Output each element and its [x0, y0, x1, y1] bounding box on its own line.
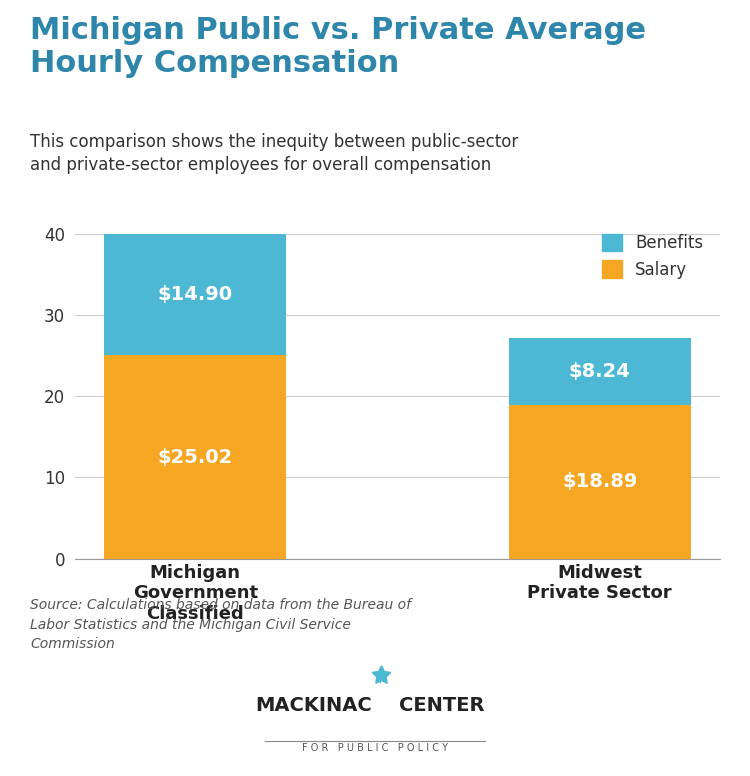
Text: $18.89: $18.89 [562, 473, 638, 491]
Text: MACKINAC: MACKINAC [255, 695, 371, 715]
Text: F O R   P U B L I C   P O L I C Y: F O R P U B L I C P O L I C Y [302, 743, 448, 753]
Bar [509, 338, 691, 405]
Text: $25.02: $25.02 [158, 448, 233, 466]
Bar [104, 355, 286, 559]
Text: $8.24: $8.24 [568, 362, 631, 381]
Legend: Benefits, Salary: Benefits, Salary [593, 226, 712, 287]
Text: Michigan Public vs. Private Average
Hourly Compensation: Michigan Public vs. Private Average Hour… [30, 16, 646, 78]
Bar [104, 234, 286, 355]
Text: CENTER: CENTER [399, 695, 484, 715]
Text: Source: Calculations based on data from the Bureau of
Labor Statistics and the M: Source: Calculations based on data from … [30, 598, 411, 651]
Text: This comparison shows the inequity between public-sector
and private-sector empl: This comparison shows the inequity betwe… [30, 133, 518, 174]
Bar [509, 405, 691, 559]
Text: $14.90: $14.90 [158, 286, 232, 304]
